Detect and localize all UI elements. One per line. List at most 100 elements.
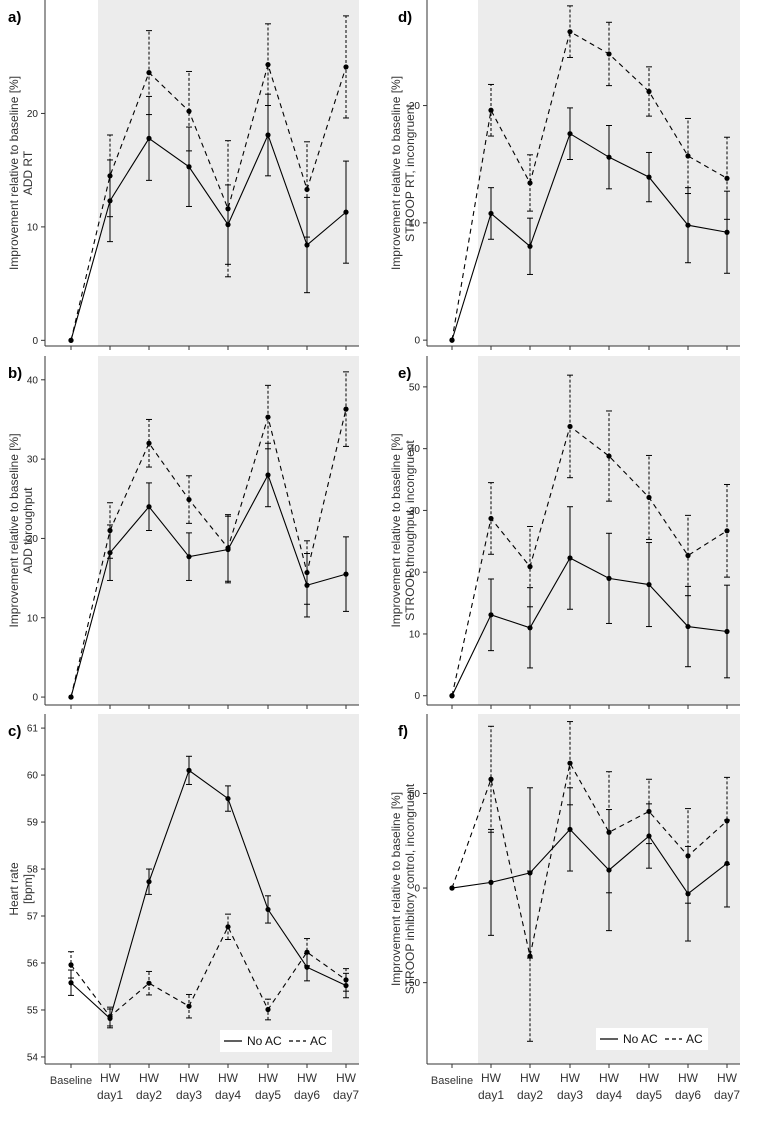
data-point (449, 337, 455, 343)
data-point (225, 545, 231, 551)
data-point (646, 174, 652, 180)
data-point (567, 131, 573, 137)
y-axis-label: Improvement relative to baseline [%] (389, 433, 403, 627)
data-point (265, 62, 271, 68)
data-point (343, 406, 349, 412)
data-point (146, 440, 152, 446)
y-axis-label: Heart rate (7, 862, 21, 916)
data-point (265, 132, 271, 138)
y-tick-label: 57 (27, 912, 39, 923)
data-point (527, 180, 533, 186)
y-tick-label: 10 (27, 613, 39, 624)
x-tick-label: day4 (215, 1088, 241, 1102)
y-tick-label: 20 (409, 568, 421, 579)
error-bar (186, 475, 192, 524)
data-point (146, 879, 152, 885)
x-tick-label: HW (258, 1071, 279, 1085)
series-line (70, 133, 347, 341)
y-axis-label: STROOP RT, incongruent (403, 104, 417, 242)
data-point (186, 164, 192, 170)
data-point (186, 108, 192, 114)
data-point (567, 760, 573, 766)
x-tick-label: day1 (478, 1088, 504, 1102)
x-tick-label: day7 (714, 1088, 740, 1102)
y-tick-label: 50 (409, 382, 421, 393)
error-bar (527, 154, 533, 212)
series-line (70, 925, 347, 1018)
data-point (685, 222, 691, 228)
y-tick-label: 0 (32, 693, 38, 704)
series-no-ac (449, 107, 730, 343)
data-point (606, 453, 612, 459)
x-tick-label: Baseline (431, 1075, 473, 1087)
data-point (265, 414, 271, 420)
heatwave-shading (98, 714, 359, 1064)
data-point (68, 980, 74, 986)
y-tick-label: 10 (409, 218, 421, 229)
data-point (225, 206, 231, 212)
series-ac (449, 721, 730, 1042)
y-tick-label: 0 (414, 884, 420, 895)
data-point (449, 885, 455, 891)
panel-label: a) (8, 9, 21, 26)
x-tick-label: HW (336, 1071, 357, 1085)
data-point (343, 64, 349, 70)
data-point (567, 423, 573, 430)
data-point (146, 70, 152, 76)
series-ac (68, 913, 349, 1027)
x-axis-labels-right: Baseline HW day1 HW day2 HW day3 HW day4 HW day5 HW… (431, 1071, 740, 1102)
y-axis-label: Improvement relative to baseline [%] (389, 76, 403, 270)
data-point (724, 528, 730, 534)
data-point (68, 962, 74, 968)
series-line (70, 473, 347, 698)
x-tick-label: HW (297, 1071, 318, 1085)
series-ac (449, 5, 730, 343)
data-point (567, 555, 573, 561)
y-tick-label: 54 (27, 1052, 39, 1063)
data-point (567, 29, 573, 35)
y-axis-label: Improvement relative to baseline [%] (7, 76, 21, 270)
panel-label: e) (398, 365, 411, 382)
panel-a: 0 10 20 a) Improvement relative to baseline … (7, 0, 359, 350)
data-point (265, 472, 271, 478)
y-tick-label: 30 (27, 455, 39, 466)
error-bar (304, 938, 310, 967)
x-tick-label: HW (678, 1071, 699, 1085)
x-tick-label: day3 (557, 1088, 583, 1102)
legend-label-no-ac: No AC (623, 1032, 658, 1046)
y-tick-label: 40 (409, 444, 421, 455)
data-point (488, 515, 494, 522)
y-tick-label: 55 (27, 1005, 39, 1016)
x-tick-label: HW (717, 1071, 738, 1085)
data-point (107, 1013, 113, 1020)
data-point (343, 977, 349, 983)
data-point (685, 153, 691, 159)
x-tick-label: HW (639, 1071, 660, 1085)
y-tick-label: 61 (27, 724, 39, 735)
y-axis-label: STROOP inhibitory control, incongruent (403, 783, 417, 994)
x-tick-label: day4 (596, 1088, 622, 1102)
data-point (685, 853, 691, 859)
data-point (304, 569, 310, 576)
x-tick-label: day2 (517, 1088, 543, 1102)
panel-label: c) (8, 723, 21, 740)
y-tick-label: 56 (27, 958, 39, 969)
y-tick-label: 20 (409, 101, 421, 112)
data-point (527, 625, 533, 631)
data-point (724, 818, 730, 824)
y-tick-label: 50 (409, 789, 421, 800)
x-axis-labels-left: Baseline HW day1 HW day2 HW day3 HW day4 HW day5 HW… (50, 1071, 359, 1102)
y-tick-label: 60 (27, 771, 39, 782)
x-tick-label: day6 (675, 1088, 701, 1102)
y-tick-label: 10 (27, 222, 39, 233)
y-axis-label: ADD RT (21, 150, 35, 195)
data-point (449, 693, 455, 699)
data-point (567, 826, 573, 833)
data-point (606, 829, 612, 835)
data-point (685, 891, 691, 897)
panel-label: d) (398, 9, 412, 26)
panel-b: 0 10 20 30 40 b) Improvement relative to basel… (7, 356, 359, 709)
series-ac (68, 15, 349, 343)
panel-f: -50 0 50 f) Improvement relative to baseline… (389, 714, 740, 1068)
